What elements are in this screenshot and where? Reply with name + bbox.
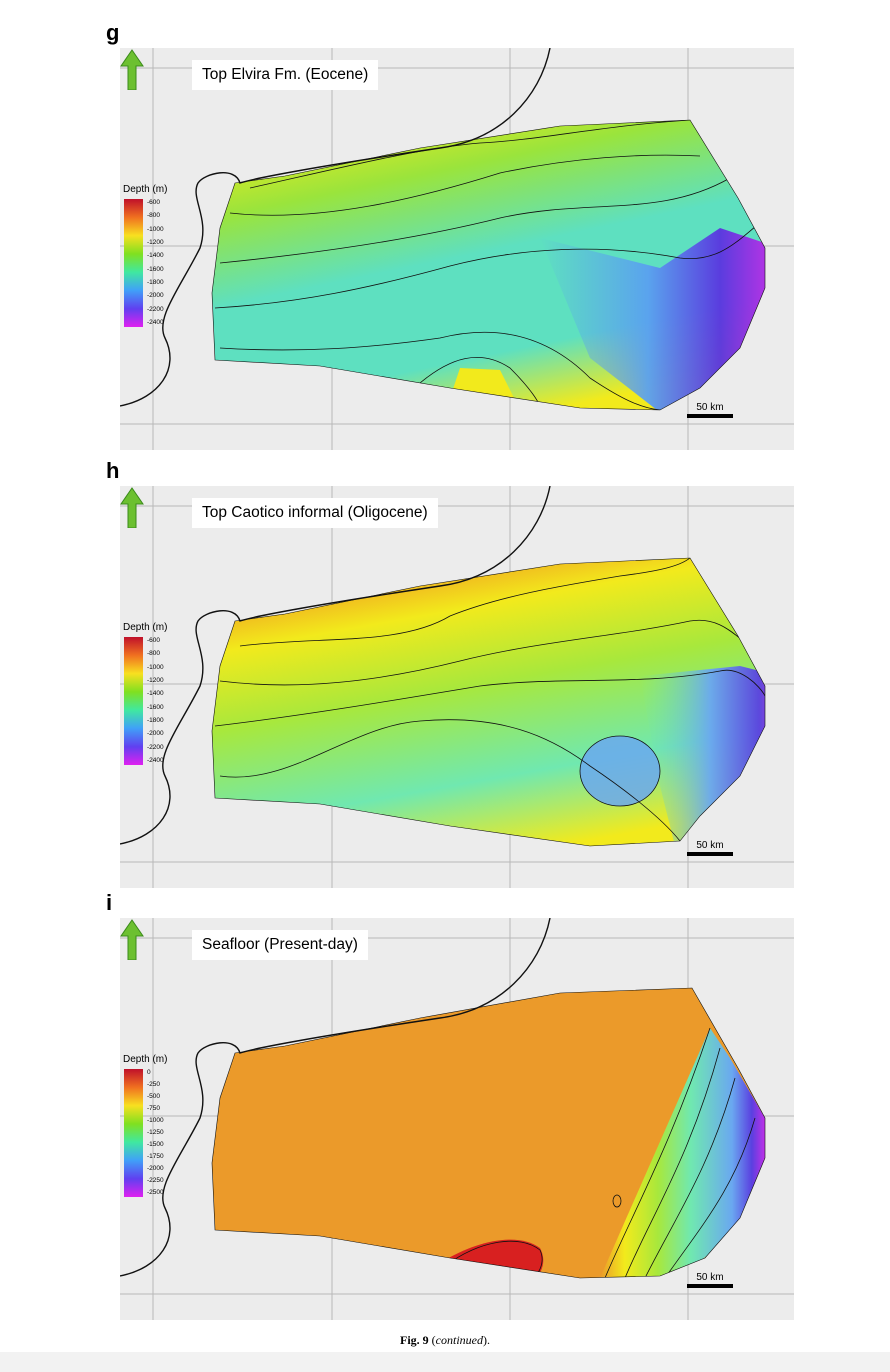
map-canvas-g [120,48,794,450]
scale-bar-line [687,852,733,856]
legend-tick-label: -1250 [147,1129,164,1136]
legend-tick-label: -600 [147,637,161,644]
panel-letter-g: g [106,20,120,45]
map-title-i: Seafloor (Present-day) [192,930,368,960]
legend-tick-label: -1200 [147,677,164,684]
page-footer-band [0,1352,890,1372]
legend-title: Depth (m) [123,622,168,633]
legend-tick-label: -250 [147,1081,161,1088]
legend-tick-label: -1800 [147,717,164,724]
legend-tick-label: -750 [147,1105,161,1112]
depth-map-i: Seafloor (Present-day) Depth (m) 0 -250 -5… [120,918,794,1320]
survey-outline-h [211,557,766,847]
depth-surface-g [212,120,765,410]
map-title-h: Top Caotico informal (Oligocene) [192,498,438,528]
legend-tick-label: -500 [147,1093,161,1100]
legend-tick-label: -1800 [147,279,164,286]
scale-bar-line [687,1284,733,1288]
contours-h [214,558,765,842]
depth-legend-i: Depth (m) 0 -250 -500 -750 -1000 -1250 -1500 -1… [123,1054,179,1197]
legend-tick-label: -2000 [147,1165,164,1172]
scale-bar-label: 50 km [696,840,724,851]
scale-bar-label: 50 km [696,402,724,413]
legend-tick-label: -2000 [147,292,164,300]
legend-tick-label: -600 [147,199,161,206]
legend-tick-label: -2200 [147,743,164,751]
legend-tick-label: -2000 [147,730,164,738]
legend-tick-label: -2250 [147,1177,164,1184]
legend-tick-label: -2400 [147,757,164,764]
survey-outline-i [211,987,766,1279]
scale-bar-i: 50 km [687,1272,733,1288]
depth-map-h: Top Caotico informal (Oligocene) Depth (… [120,486,794,888]
legend-tick-label: -1600 [147,703,164,711]
legend-tick-label: -1000 [147,225,164,233]
caption-close: ). [483,1333,490,1347]
depth-surface-h [212,558,765,846]
legend-tick-label: -800 [147,650,161,658]
survey-outline-g [211,119,766,411]
panel-letter-h: h [106,458,120,483]
legend-tick-label: -1000 [147,1117,164,1124]
legend-tick-label: -2400 [147,319,164,326]
coastline-h [120,486,551,845]
panel-letter-i: i [106,890,113,915]
scale-bar-label: 50 km [696,1272,724,1283]
legend-tick-label: -1400 [147,690,164,698]
legend-color-bar [124,199,143,327]
map-canvas-h [120,486,794,888]
scale-bar-line [687,414,733,418]
legend-tick-label: -1750 [147,1153,164,1160]
legend-tick-label: -1200 [147,239,164,246]
north-arrow-icon [120,487,144,528]
legend-tick-label: -1600 [147,265,164,273]
legend-tick-label: -1400 [147,252,164,260]
figure-caption: Fig. 9 (continued). [0,1333,890,1348]
legend-color-bar [124,637,143,765]
legend-color-bar [124,1069,143,1197]
scale-bar-g: 50 km [687,402,733,418]
map-title-g: Top Elvira Fm. (Eocene) [192,60,379,90]
caption-fig-number: Fig. 9 [400,1333,429,1347]
legend-tick-label: -800 [147,212,161,220]
depth-surface-i [212,988,765,1278]
contours-g [214,120,761,410]
depth-map-g: Top Elvira Fm. (Eocene) Depth (m) -600 -8… [120,48,794,450]
legend-title: Depth (m) [123,1054,168,1065]
caption-open: ( [428,1333,436,1347]
scale-bar-h: 50 km [687,840,733,856]
coastline-g [120,48,551,407]
legend-tick-label: -1500 [147,1141,164,1148]
depth-legend-h: Depth (m) -600 -800 -1000 -1200 -1400 -1600 -1… [123,622,179,765]
legend-tick-label: 0 [147,1069,151,1076]
contours-i [444,1027,756,1278]
coastline-i [120,918,551,1277]
map-canvas-i [120,918,794,1320]
north-arrow-icon [120,919,144,960]
legend-tick-label: -2200 [147,305,164,313]
legend-tick-label: -1000 [147,663,164,671]
caption-continued: continued [435,1333,483,1347]
legend-title: Depth (m) [123,184,168,195]
legend-tick-label: -2500 [147,1189,164,1196]
north-arrow-icon [120,49,144,90]
depth-legend-g: Depth (m) -600 -800 -1000 -1200 -1400 -1600 -1… [123,184,179,327]
